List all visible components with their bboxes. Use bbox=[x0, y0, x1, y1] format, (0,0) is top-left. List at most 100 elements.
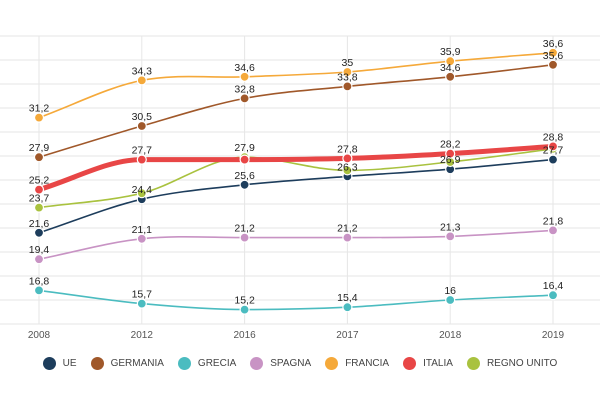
point-francia[interactable] bbox=[33, 112, 45, 123]
legend-swatch bbox=[177, 357, 191, 370]
point-regno-unito[interactable] bbox=[33, 202, 45, 213]
data-label-italia: 28,8 bbox=[543, 131, 564, 143]
data-label-germania: 27,9 bbox=[29, 142, 50, 154]
data-label-francia: 34,6 bbox=[234, 62, 255, 74]
legend-swatch bbox=[90, 357, 104, 370]
data-label-grecia: 15,7 bbox=[132, 289, 153, 301]
point-francia[interactable] bbox=[136, 75, 147, 86]
point-grecia[interactable] bbox=[342, 302, 353, 313]
point-germania[interactable] bbox=[445, 71, 456, 82]
point-germania[interactable] bbox=[136, 120, 147, 132]
data-label-ue: 26,3 bbox=[337, 161, 358, 173]
point-grecia[interactable] bbox=[445, 294, 456, 306]
legend-swatch bbox=[325, 357, 339, 370]
data-label-ue: 24,4 bbox=[132, 184, 153, 196]
line-francia bbox=[38, 52, 554, 119]
data-label-francia: 31,2 bbox=[29, 103, 50, 115]
point-grecia[interactable] bbox=[33, 285, 45, 296]
data-label-germania: 35,6 bbox=[543, 50, 564, 62]
point-francia[interactable] bbox=[342, 66, 353, 78]
data-label-germania: 33,8 bbox=[337, 71, 358, 83]
data-label-spagna: 19,4 bbox=[29, 244, 50, 256]
data-label-ue: 27,7 bbox=[543, 145, 564, 157]
point-italia[interactable] bbox=[239, 154, 250, 165]
point-francia[interactable] bbox=[239, 71, 250, 82]
legend-item-regno-unito[interactable]: REGNO UNITO bbox=[466, 357, 558, 370]
point-spagna[interactable] bbox=[445, 231, 456, 242]
point-grecia[interactable] bbox=[136, 298, 147, 309]
point-germania[interactable] bbox=[342, 81, 353, 92]
point-spagna[interactable] bbox=[342, 232, 353, 243]
point-regno-unito[interactable] bbox=[136, 188, 147, 199]
data-label-francia: 35,9 bbox=[440, 46, 461, 58]
data-label-ue: 26,9 bbox=[440, 154, 461, 166]
line-germania bbox=[38, 64, 554, 158]
point-italia[interactable] bbox=[33, 184, 45, 195]
legend-item-francia[interactable]: FRANCIA bbox=[325, 357, 389, 370]
data-label-spagna: 21,3 bbox=[440, 221, 461, 233]
point-germania[interactable] bbox=[239, 93, 250, 104]
data-label-grecia: 16 bbox=[444, 285, 456, 297]
data-label-grecia: 15,4 bbox=[337, 292, 358, 304]
data-label-regno-unito: 23,7 bbox=[29, 193, 50, 205]
point-ue[interactable] bbox=[547, 154, 559, 165]
data-label-germania: 34,6 bbox=[440, 62, 461, 74]
point-italia[interactable] bbox=[342, 153, 353, 164]
legend-label: REGNO UNITO bbox=[486, 358, 558, 369]
grid bbox=[0, 35, 600, 325]
line-grecia bbox=[38, 289, 554, 311]
x-tick-label: 2019 bbox=[542, 330, 565, 341]
line-regno-unito bbox=[38, 148, 554, 209]
point-germania[interactable] bbox=[33, 152, 45, 163]
data-label-italia: 28,2 bbox=[440, 139, 461, 151]
data-label-regno-unito: 27,9 bbox=[234, 142, 255, 154]
legend-swatch bbox=[250, 357, 264, 370]
x-tick-label: 2018 bbox=[439, 330, 462, 341]
legend-label: UE bbox=[62, 358, 77, 369]
legend-swatch bbox=[403, 357, 417, 370]
data-label-francia: 35 bbox=[342, 57, 354, 69]
legend-label: GRECIA bbox=[197, 358, 237, 369]
legend-label: SPAGNA bbox=[270, 358, 312, 369]
data-label-germania: 32,8 bbox=[234, 83, 255, 95]
data-label-spagna: 21,1 bbox=[132, 224, 153, 236]
point-spagna[interactable] bbox=[547, 225, 559, 236]
point-ue[interactable] bbox=[33, 227, 45, 238]
data-labels: 21,6 24,4 25,6 26,3 26,9 27,7 27,9 30,5 32,8 33,8… bbox=[29, 38, 564, 307]
point-francia[interactable] bbox=[547, 47, 559, 58]
legend: UE GERMANIA GRECIA SPAGNA FRANCIA ITALIA REGNO… bbox=[0, 357, 600, 370]
legend-item-ue[interactable]: UE bbox=[42, 357, 77, 370]
legend-label: FRANCIA bbox=[345, 358, 390, 369]
line-italia bbox=[38, 143, 554, 192]
point-italia[interactable] bbox=[445, 148, 456, 159]
data-label-italia: 27,7 bbox=[132, 145, 153, 157]
data-label-grecia: 16,8 bbox=[29, 275, 50, 287]
data-label-italia: 25,2 bbox=[29, 175, 50, 187]
point-spagna[interactable] bbox=[136, 233, 147, 244]
point-italia[interactable] bbox=[136, 154, 147, 165]
point-regno-unito[interactable] bbox=[342, 165, 353, 176]
line-spagna bbox=[38, 229, 554, 260]
legend-swatch bbox=[466, 357, 480, 370]
legend-label: GERMANIA bbox=[110, 358, 164, 369]
series-lines bbox=[38, 52, 554, 311]
legend-item-germania[interactable]: GERMANIA bbox=[90, 357, 164, 370]
data-label-francia: 34,3 bbox=[132, 65, 153, 77]
data-label-spagna: 21,8 bbox=[543, 215, 564, 227]
point-spagna[interactable] bbox=[239, 232, 250, 243]
legend-item-spagna[interactable]: SPAGNA bbox=[250, 357, 311, 370]
point-italia[interactable] bbox=[547, 141, 559, 152]
legend-item-grecia[interactable]: GRECIA bbox=[177, 357, 237, 370]
x-tick-label: 2016 bbox=[233, 330, 256, 341]
point-francia[interactable] bbox=[445, 56, 456, 67]
point-ue[interactable] bbox=[239, 179, 250, 190]
data-label-grecia: 16,4 bbox=[543, 280, 564, 292]
data-label-ue: 25,6 bbox=[234, 170, 255, 182]
point-spagna[interactable] bbox=[33, 254, 45, 265]
point-grecia[interactable] bbox=[239, 304, 250, 315]
point-germania[interactable] bbox=[547, 59, 559, 70]
line-ue bbox=[38, 158, 554, 234]
legend-item-italia[interactable]: ITALIA bbox=[403, 357, 453, 370]
point-grecia[interactable] bbox=[547, 290, 559, 301]
x-tick-label: 2008 bbox=[28, 330, 51, 341]
